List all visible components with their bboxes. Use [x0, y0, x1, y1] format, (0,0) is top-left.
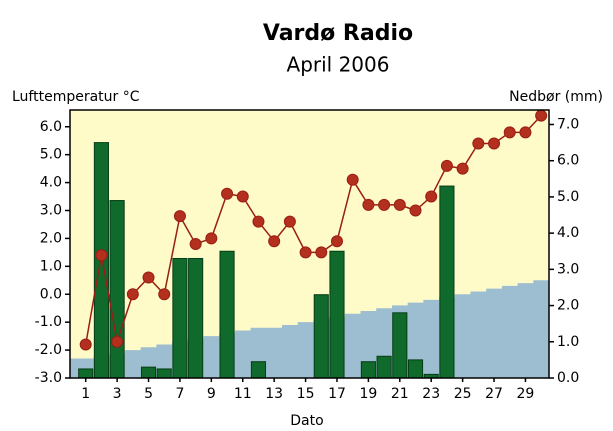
plot-border	[69, 109, 550, 379]
marker	[472, 137, 485, 150]
marker	[393, 198, 406, 211]
y-tick-label: 0.0	[40, 286, 62, 302]
marker	[158, 288, 171, 301]
bar	[407, 359, 424, 379]
x-tick-label: 7	[175, 386, 184, 402]
marker	[95, 249, 108, 262]
bar	[78, 368, 94, 379]
marker	[79, 338, 92, 351]
marker	[252, 215, 265, 228]
bar	[439, 185, 455, 379]
y-tick-label: 2.0	[40, 230, 62, 246]
bar	[188, 257, 204, 379]
marker	[236, 190, 249, 203]
marker	[378, 198, 391, 211]
x-tick-label: 21	[391, 386, 409, 402]
bar	[140, 366, 157, 379]
x-axis-label: Dato	[290, 413, 323, 429]
marker	[205, 232, 218, 245]
marker	[189, 238, 202, 250]
x-tick-label: 1	[81, 386, 90, 402]
bar	[376, 355, 392, 379]
marker	[425, 190, 438, 203]
bar	[360, 361, 376, 379]
y-tick-label: -3.0	[35, 370, 62, 386]
y2-tick-label: 6.0	[557, 153, 579, 169]
marker	[456, 162, 469, 175]
y2-tick-label: 7.0	[557, 116, 579, 132]
y-tick-label: -2.0	[35, 342, 62, 358]
marker	[362, 198, 375, 211]
y-tick-label: 3.0	[40, 203, 62, 219]
x-tick-label: 19	[359, 386, 377, 402]
marker	[126, 288, 139, 301]
bar	[250, 361, 267, 379]
marker	[519, 126, 532, 139]
marker	[488, 137, 501, 150]
chart-title: Vardø Radio	[263, 21, 413, 46]
y-tick-label: 4.0	[40, 175, 62, 191]
marker	[330, 235, 343, 248]
marker	[111, 335, 124, 348]
x-tick-label: 15	[297, 386, 315, 402]
x-tick-label: 11	[234, 386, 252, 402]
bar	[109, 200, 125, 379]
y2-tick-label: 2.0	[557, 298, 579, 314]
marker	[535, 109, 548, 122]
x-tick-label: 13	[265, 386, 283, 402]
y2-axis-label: Nedbør (mm)	[509, 89, 603, 105]
marker	[283, 215, 296, 228]
marker	[315, 246, 328, 259]
x-tick-label: 9	[207, 386, 216, 402]
bar	[219, 250, 235, 379]
bar	[172, 257, 188, 379]
y2-tick-label: 1.0	[557, 334, 579, 350]
x-tick-label: 3	[113, 386, 122, 402]
y2-tick-label: 5.0	[557, 189, 579, 205]
x-tick-label: 17	[328, 386, 346, 402]
marker	[503, 126, 516, 139]
x-tick-label: 27	[485, 386, 503, 402]
y2-tick-label: 3.0	[557, 261, 579, 277]
marker	[409, 204, 422, 217]
marker	[346, 173, 359, 186]
x-tick-label: 5	[144, 386, 153, 402]
y-tick-label: 6.0	[40, 119, 62, 135]
chart-subtitle: April 2006	[287, 53, 390, 77]
y-axis-label: Lufttemperatur °C	[12, 89, 140, 105]
y-tick-label: 5.0	[40, 147, 62, 163]
x-tick-label: 23	[422, 386, 440, 402]
marker	[142, 271, 155, 284]
y-tick-label: 1.0	[40, 258, 62, 274]
marker	[299, 246, 312, 259]
marker	[173, 210, 186, 223]
y-tick-label: -1.0	[35, 314, 62, 330]
y2-tick-label: 4.0	[557, 225, 579, 241]
marker	[440, 159, 453, 172]
marker	[221, 187, 234, 200]
x-tick-label: 25	[454, 386, 472, 402]
marker	[268, 235, 281, 248]
bar	[156, 368, 172, 379]
bar	[392, 312, 408, 379]
y2-tick-label: 0.0	[557, 370, 579, 386]
bar	[329, 250, 345, 379]
x-tick-label: 29	[517, 386, 535, 402]
bar	[313, 294, 329, 379]
